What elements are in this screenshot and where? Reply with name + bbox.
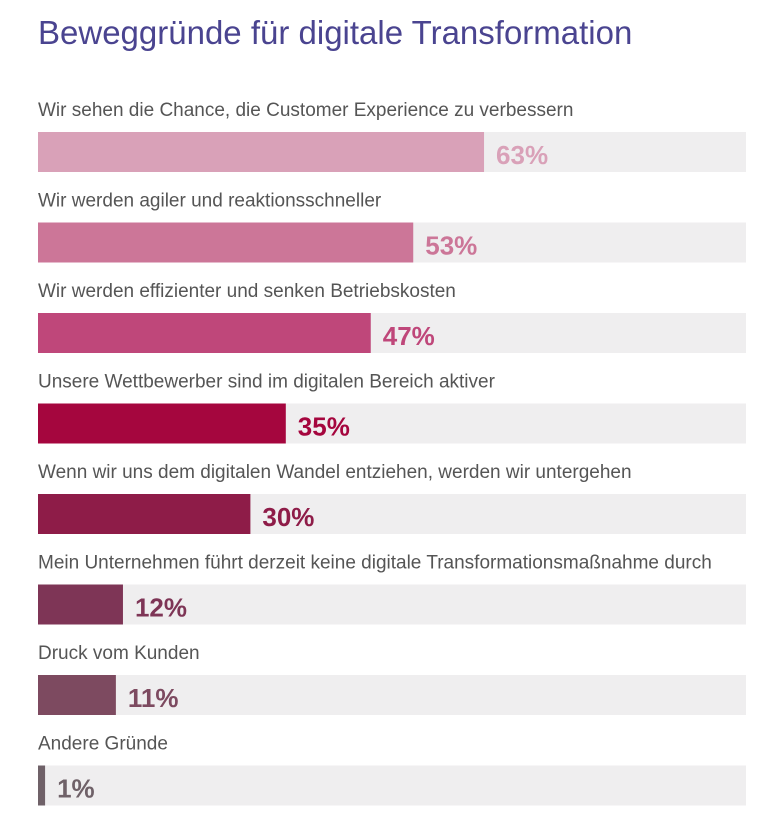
bar xyxy=(38,313,371,353)
bar xyxy=(38,675,116,715)
bar xyxy=(38,132,485,172)
category-label: Wir werden agiler und reaktionsschneller xyxy=(38,191,382,212)
value-label: 47% xyxy=(383,321,435,351)
bar xyxy=(38,403,286,444)
bar xyxy=(38,222,414,263)
category-label: Wenn wir uns dem digitalen Wandel entzie… xyxy=(38,462,632,483)
category-label: Mein Unternehmen führt derzeit keine dig… xyxy=(38,553,712,574)
bar xyxy=(38,494,251,534)
bar-track xyxy=(38,675,746,715)
bar xyxy=(38,584,123,625)
value-label: 35% xyxy=(298,412,350,442)
category-label: Unsere Wettbewerber sind im digitalen Be… xyxy=(38,372,496,393)
value-label: 12% xyxy=(135,593,187,623)
footer-divider xyxy=(38,826,746,834)
value-label: 30% xyxy=(262,502,314,532)
category-label: Wir sehen die Chance, die Customer Exper… xyxy=(38,100,573,121)
bar xyxy=(38,765,46,806)
value-label: 53% xyxy=(425,231,477,261)
category-label: Andere Gründe xyxy=(38,734,168,755)
category-label: Wir werden effizienter und senken Betrie… xyxy=(38,281,456,302)
value-label: 1% xyxy=(57,774,95,804)
bar-track xyxy=(38,584,746,625)
value-label: 63% xyxy=(496,140,548,170)
chart-title: Beweggründe für digitale Transformation xyxy=(38,14,633,51)
category-label: Druck vom Kunden xyxy=(38,643,200,664)
value-label: 11% xyxy=(128,683,179,713)
bar-track xyxy=(38,765,746,806)
